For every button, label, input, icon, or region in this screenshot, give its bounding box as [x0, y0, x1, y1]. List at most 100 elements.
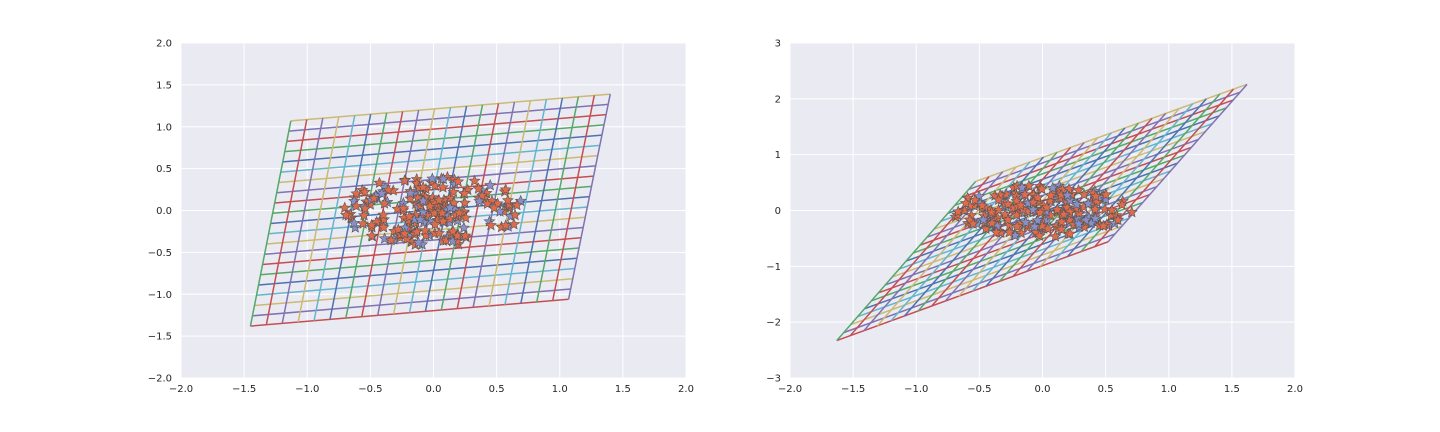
star-marker — [484, 179, 497, 191]
star-marker — [444, 201, 457, 213]
star-marker — [1044, 189, 1057, 201]
star-marker — [488, 201, 501, 214]
star-marker — [404, 186, 417, 199]
mesh-line-col — [876, 166, 1017, 327]
star-marker — [410, 225, 423, 238]
star-marker — [510, 198, 523, 211]
mesh-line-col — [313, 115, 356, 321]
star-marker — [453, 206, 466, 219]
chart-left: −2.0 −1.5 −1.0 −0.5 0.0 0.5 1.0 1.5 2.0 −2.0 −1.5 −… — [148, 39, 694, 396]
x-tick-label: −0.5 — [358, 384, 382, 395]
star-marker — [377, 221, 390, 233]
star-marker — [1000, 187, 1013, 200]
mesh-line-col — [1053, 103, 1194, 263]
y-tick-label: 3 — [775, 39, 781, 50]
mesh-line-col — [567, 93, 611, 300]
star-marker — [359, 202, 372, 214]
mesh-line-col — [985, 127, 1126, 287]
mesh-line-col — [904, 156, 1045, 317]
star-marker — [1031, 191, 1044, 203]
star-marker — [373, 176, 386, 189]
mesh-line-col — [456, 103, 500, 309]
star-marker — [1089, 190, 1102, 202]
star-marker — [377, 208, 390, 220]
star-marker — [1112, 213, 1125, 226]
star-marker — [378, 213, 390, 225]
y-tick-label: 1 — [775, 150, 781, 161]
star-marker — [403, 210, 416, 222]
star-marker — [1099, 193, 1112, 205]
star-marker — [1033, 229, 1046, 241]
x-tick-label: 1.0 — [1161, 384, 1177, 395]
star-marker — [1055, 223, 1068, 235]
star-marker — [350, 199, 363, 212]
y-tick-label: −3 — [766, 374, 781, 385]
star-marker — [414, 213, 427, 225]
x-tick-label: −0.5 — [967, 384, 991, 395]
star-marker — [1125, 206, 1138, 218]
star-marker — [378, 232, 391, 244]
star-marker — [1049, 230, 1062, 242]
star-marker — [1001, 213, 1014, 226]
mesh-line-col — [836, 180, 977, 342]
star-marker — [457, 221, 470, 233]
star-marker — [484, 219, 497, 231]
star-marker — [969, 193, 981, 206]
star-marker — [1040, 201, 1053, 213]
y-tick-label: −1.0 — [148, 290, 172, 301]
star-marker — [959, 196, 972, 209]
star-marker — [1064, 227, 1076, 240]
star-marker — [338, 201, 351, 213]
star-marker — [436, 206, 449, 219]
star-marker — [398, 227, 411, 239]
star-marker — [1018, 188, 1031, 200]
star-marker — [458, 196, 471, 209]
star-marker — [481, 197, 494, 209]
mesh-line-col — [551, 95, 596, 301]
mesh-line-col — [392, 108, 436, 315]
star-marker — [501, 194, 514, 206]
star-marker — [429, 218, 442, 230]
star-marker — [507, 218, 520, 230]
star-marker — [472, 182, 485, 194]
star-marker — [397, 202, 410, 214]
star-marker — [436, 181, 449, 193]
star-marker — [348, 216, 361, 229]
star-marker — [499, 219, 512, 231]
star-marker — [440, 234, 453, 246]
star-marker — [358, 185, 371, 198]
x-tick-label: 0.0 — [1035, 384, 1051, 395]
x-tick-label: −1.5 — [841, 384, 865, 395]
star-marker — [417, 181, 430, 193]
star-marker — [1034, 206, 1047, 218]
star-marker — [452, 175, 465, 187]
y-tick-label: −1.5 — [148, 332, 172, 343]
star-marker — [1046, 181, 1059, 194]
star-marker — [1036, 219, 1049, 232]
mesh-line-col — [376, 110, 420, 316]
star-marker — [1105, 203, 1118, 216]
star-marker — [1063, 182, 1075, 195]
star-marker — [340, 208, 352, 221]
mesh-line-col — [1039, 108, 1180, 267]
mesh-line-col — [281, 118, 324, 324]
star-marker — [1019, 216, 1032, 228]
star-marker — [1011, 220, 1024, 232]
star-marker — [1055, 215, 1068, 227]
star-marker — [375, 187, 388, 199]
star-marker — [358, 209, 371, 221]
star-marker — [976, 199, 989, 211]
star-marker — [499, 183, 512, 195]
x-tick-label: 0.5 — [489, 384, 505, 395]
x-tick-label: −1.0 — [295, 384, 319, 395]
mesh-line-col — [297, 116, 340, 323]
y-tick-label: −2.0 — [148, 374, 172, 385]
star-marker — [385, 234, 398, 246]
y-tick-label: 0 — [775, 206, 781, 217]
star-marker — [1078, 188, 1091, 200]
star-marker — [446, 234, 459, 247]
star-marker — [459, 229, 472, 241]
star-marker — [447, 185, 460, 198]
x-tick-label: 0.5 — [1098, 384, 1114, 395]
